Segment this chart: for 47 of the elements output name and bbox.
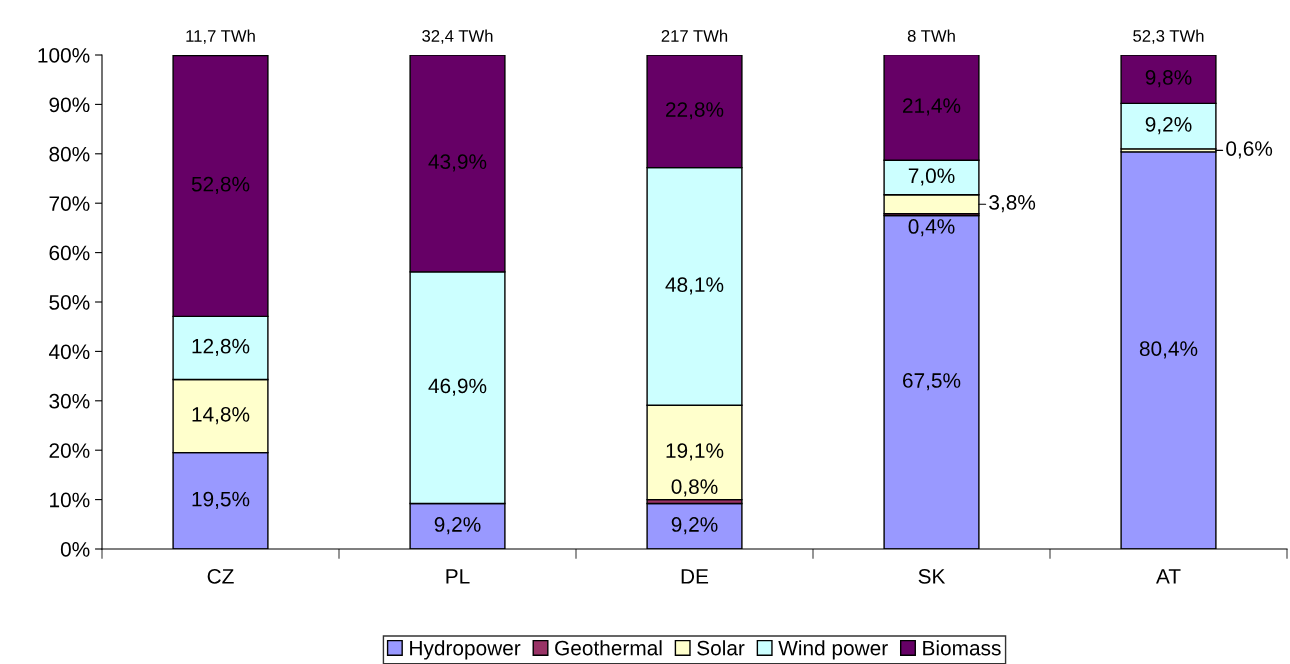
data-label: 19,1% bbox=[666, 443, 724, 461]
x-tick-label: AT bbox=[1156, 569, 1181, 584]
data-label: 9,8% bbox=[1145, 70, 1192, 88]
x-tick-label: SK bbox=[918, 568, 946, 584]
data-label: 52,8% bbox=[191, 176, 250, 194]
y-tick-label: 40% bbox=[48, 344, 90, 360]
data-label: 14,8% bbox=[192, 406, 250, 425]
text: 11,7 TWh bbox=[186, 29, 255, 44]
data-label: 22,8% bbox=[666, 102, 724, 120]
data-label: 0,6% bbox=[1226, 141, 1273, 159]
data-label: 3,8% bbox=[989, 195, 1036, 213]
data-label: 9,2% bbox=[434, 517, 481, 535]
y-tick-label: 60% bbox=[49, 245, 90, 261]
x-tick-label: CZ bbox=[207, 568, 234, 584]
y-tick-label: 10% bbox=[50, 492, 90, 508]
y-tick-label: 0% bbox=[60, 542, 90, 557]
data-label: 43,9% bbox=[428, 154, 487, 172]
data-label: 0,4% bbox=[908, 219, 955, 237]
data-label: 19,5% bbox=[192, 491, 250, 509]
data-label: 9,2% bbox=[1145, 116, 1192, 135]
x-tick-label: DE bbox=[681, 569, 709, 584]
y-tick-label: 90% bbox=[49, 97, 90, 113]
x-tick-label: PL bbox=[446, 569, 470, 584]
y-tick-label: 20% bbox=[49, 443, 90, 458]
y-tick-label: 50% bbox=[49, 295, 90, 310]
legend-label: Wind power bbox=[778, 640, 888, 660]
text: 32,4 TWh bbox=[422, 29, 493, 44]
y-tick-label: 80% bbox=[49, 146, 90, 162]
text: 52,3 TWh bbox=[1133, 29, 1204, 44]
data-label: 12,8% bbox=[192, 338, 250, 356]
data-label: 46,9% bbox=[428, 378, 487, 396]
data-label: 7,0% bbox=[908, 168, 955, 186]
y-tick-label: 100% bbox=[38, 48, 90, 63]
legend-label: Biomass bbox=[923, 640, 1001, 656]
legend-label: Hydropower bbox=[410, 640, 521, 660]
y-tick-label: 70% bbox=[49, 196, 90, 211]
data-label: 0,8% bbox=[671, 479, 718, 497]
data-label: 80,4% bbox=[1139, 341, 1198, 359]
data-label: 9,2% bbox=[671, 517, 718, 535]
text: 217 TWh bbox=[661, 29, 728, 42]
data-label: 67,5% bbox=[903, 373, 961, 391]
data-label: 48,1% bbox=[665, 277, 724, 295]
data-label: 21,4% bbox=[903, 98, 961, 116]
legend-label: Solar bbox=[697, 640, 745, 656]
legend-label: Geothermal bbox=[555, 640, 662, 656]
text: 8 TWh bbox=[907, 29, 955, 42]
y-tick-label: 30% bbox=[49, 393, 90, 409]
